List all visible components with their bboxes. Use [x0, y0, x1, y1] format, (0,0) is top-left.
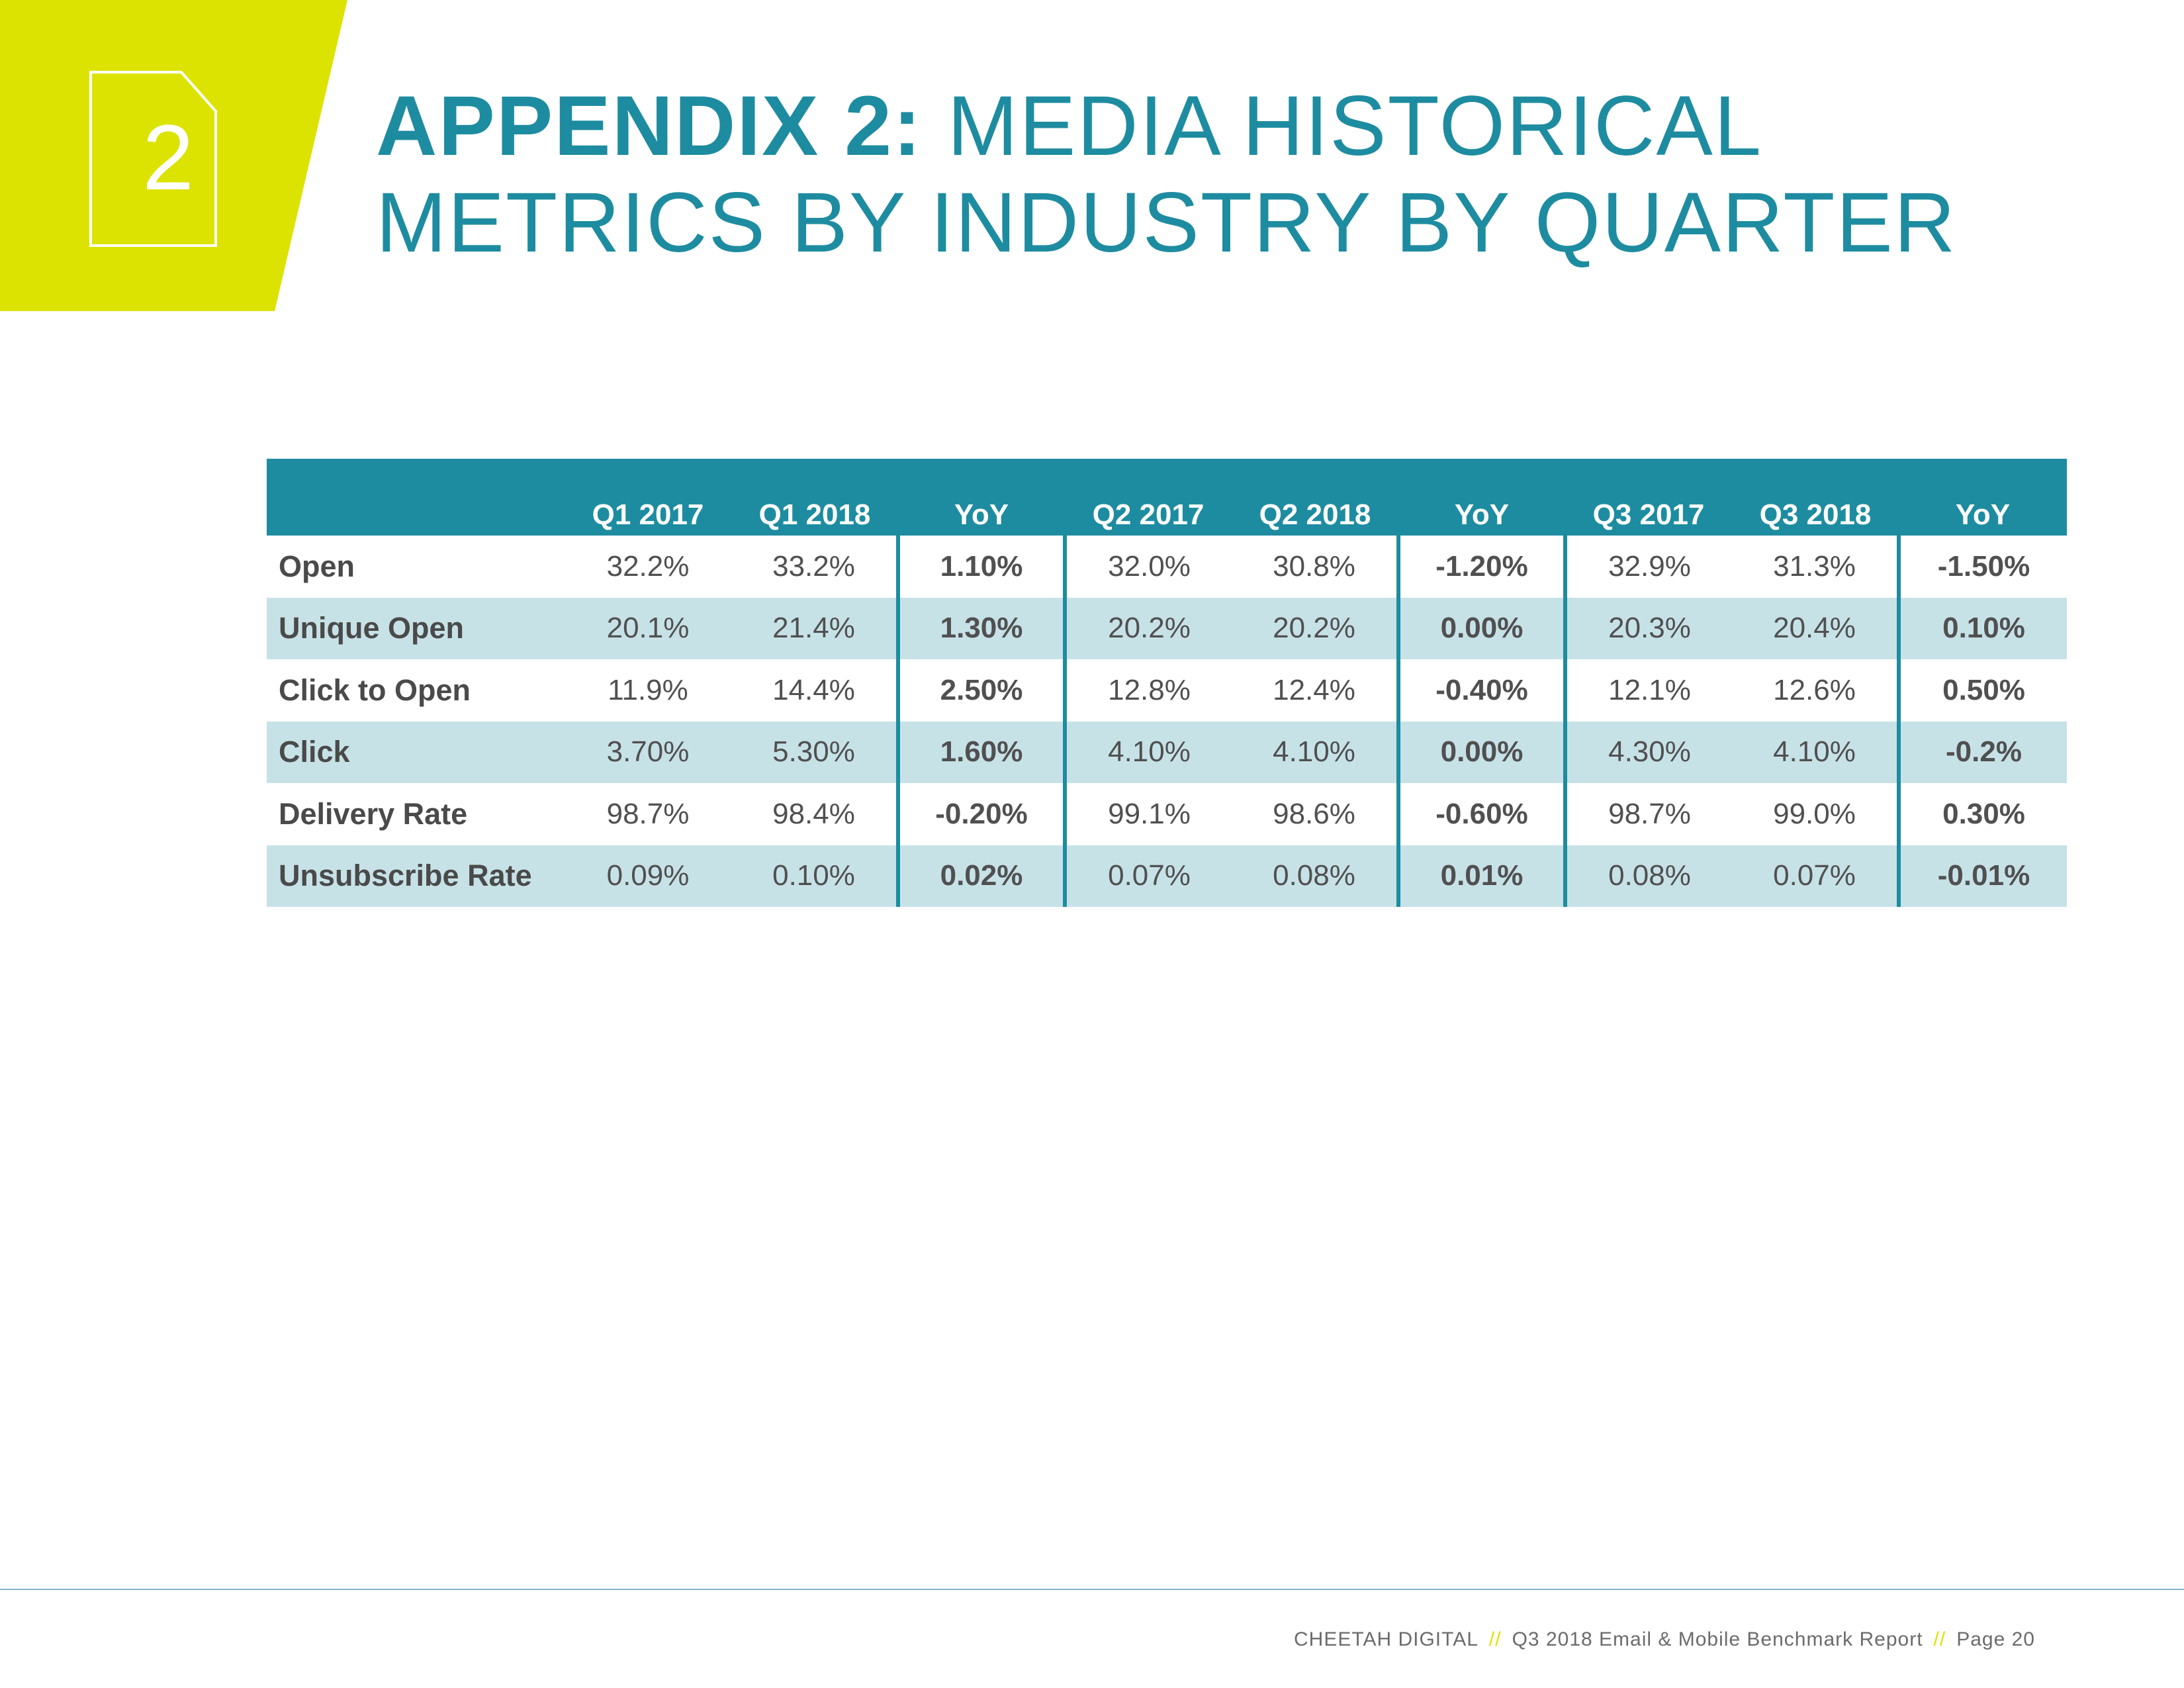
table-row: Unique Open 20.1% 21.4% 1.30% 20.2% 20.2% 0.00…: [267, 597, 2067, 659]
value-cell: 20.3%: [1565, 597, 1732, 659]
section-badge: 2: [0, 0, 347, 311]
header-cell: Q1 2017: [565, 459, 731, 536]
footer-report-title: Q3 2018 Email & Mobile Benchmark Report: [1512, 1628, 1923, 1650]
value-cell: 4.30%: [1565, 721, 1732, 783]
page-title-line1: MEDIA HISTORICAL: [947, 79, 1762, 173]
header-cell: YoY: [898, 459, 1065, 536]
yoy-cell: -0.2%: [1897, 721, 2067, 783]
table-row: Delivery Rate 98.7% 98.4% -0.20% 99.1% 98.6% -…: [267, 783, 2067, 845]
yoy-cell: 0.02%: [896, 845, 1067, 907]
value-cell: 12.4%: [1273, 673, 1355, 706]
value-cell: 32.9%: [1608, 549, 1691, 583]
value-cell: 5.30%: [731, 721, 898, 783]
row-label: Unsubscribe Rate: [267, 845, 565, 907]
document-icon: 2: [89, 71, 217, 247]
value-cell: 33.2%: [772, 549, 855, 583]
value-cell: 12.6%: [1773, 673, 1856, 706]
value-cell: 0.08%: [1565, 845, 1732, 907]
value-cell: 4.10%: [1732, 721, 1899, 783]
yoy-cell: 0.00%: [1396, 597, 1567, 659]
header-cell: YoY: [1398, 459, 1565, 536]
table-header-row: Q1 2017 Q1 2018 YoY Q2 2017 Q2 2018 YoY …: [267, 459, 2067, 536]
yoy-cell: 1.30%: [896, 597, 1067, 659]
yoy-cell: 1.10%: [896, 536, 1067, 598]
value-cell: 4.10%: [1065, 721, 1232, 783]
value-cell: 12.1%: [1608, 673, 1691, 706]
page-title-line2: METRICS BY INDUSTRY BY QUARTER: [376, 175, 1957, 270]
yoy-cell: -0.20%: [896, 783, 1067, 845]
footer-brand: CHEETAH DIGITAL: [1294, 1628, 1479, 1650]
footer-separator: //: [1488, 1628, 1502, 1650]
value-cell: 32.2%: [606, 549, 690, 583]
value-cell: 20.1%: [565, 597, 731, 659]
yoy-cell: -1.20%: [1396, 536, 1567, 598]
page-title: APPENDIX 2: MEDIA HISTORICAL METRICS BY …: [376, 78, 1956, 271]
header-cell: Q3 2018: [1732, 459, 1899, 536]
table-row: Click 3.70% 5.30% 1.60% 4.10% 4.10% 0.00% 4.30%…: [267, 721, 2067, 783]
header-cell: Q1 2018: [731, 459, 898, 536]
value-cell: 31.3%: [1773, 549, 1856, 583]
header-cell: Q2 2017: [1065, 459, 1232, 536]
header-cell: Q3 2017: [1565, 459, 1732, 536]
value-cell: 98.4%: [772, 797, 855, 830]
yoy-cell: 0.01%: [1396, 845, 1567, 907]
yoy-cell: 0.00%: [1396, 721, 1567, 783]
value-cell: 30.8%: [1273, 549, 1355, 583]
value-cell: 98.7%: [606, 797, 690, 830]
yoy-cell: -1.50%: [1897, 536, 2067, 598]
row-label: Click: [267, 721, 565, 783]
yoy-cell: 1.60%: [896, 721, 1067, 783]
yoy-cell: 0.50%: [1897, 659, 2067, 722]
footer-divider: [0, 1589, 2184, 1590]
value-cell: 0.10%: [731, 845, 898, 907]
yoy-cell: 0.30%: [1897, 783, 2067, 845]
header-cell: YoY: [1899, 459, 2067, 536]
header-cell: [267, 459, 565, 536]
yoy-cell: 2.50%: [896, 659, 1067, 722]
yoy-cell: -0.40%: [1396, 659, 1567, 722]
value-cell: 0.08%: [1232, 845, 1398, 907]
footer-separator: //: [1933, 1628, 1946, 1650]
value-cell: 12.8%: [1108, 673, 1191, 706]
row-label: Click to Open: [279, 673, 471, 707]
value-cell: 32.0%: [1108, 549, 1191, 583]
value-cell: 99.0%: [1773, 797, 1856, 830]
value-cell: 0.07%: [1732, 845, 1899, 907]
value-cell: 14.4%: [772, 673, 855, 706]
yoy-cell: 0.10%: [1897, 597, 2067, 659]
metrics-table: Q1 2017 Q1 2018 YoY Q2 2017 Q2 2018 YoY …: [267, 459, 2067, 907]
table-row: Click to Open 11.9% 14.4% 2.50% 12.8% 12.4% -0…: [267, 659, 2067, 722]
row-label: Unique Open: [267, 597, 565, 659]
value-cell: 0.09%: [565, 845, 731, 907]
table-row: Open 32.2% 33.2% 1.10% 32.0% 30.8% -1.20% 32.9%…: [267, 536, 2067, 598]
table-body: Open 32.2% 33.2% 1.10% 32.0% 30.8% -1.20% 32.9%…: [267, 536, 2067, 907]
yoy-cell: -0.60%: [1396, 783, 1567, 845]
page-footer: CHEETAH DIGITAL // Q3 2018 Email & Mobile …: [1294, 1628, 2035, 1651]
table-row: Unsubscribe Rate 0.09% 0.10% 0.02% 0.07% 0.08…: [267, 845, 2067, 907]
value-cell: 0.07%: [1065, 845, 1232, 907]
value-cell: 3.70%: [565, 721, 731, 783]
value-cell: 11.9%: [608, 673, 688, 706]
value-cell: 99.1%: [1108, 797, 1191, 830]
footer-page-number: Page 20: [1956, 1628, 2035, 1650]
header-cell: Q2 2018: [1232, 459, 1398, 536]
row-label: Open: [279, 549, 355, 583]
value-cell: 98.6%: [1273, 797, 1355, 830]
section-number: 2: [142, 105, 194, 209]
yoy-cell: -0.01%: [1897, 845, 2067, 907]
row-label: Delivery Rate: [279, 796, 468, 831]
page-title-bold: APPENDIX 2:: [376, 79, 923, 173]
value-cell: 21.4%: [731, 597, 898, 659]
value-cell: 4.10%: [1232, 721, 1398, 783]
value-cell: 98.7%: [1608, 797, 1691, 830]
value-cell: 20.4%: [1732, 597, 1899, 659]
value-cell: 20.2%: [1065, 597, 1232, 659]
value-cell: 20.2%: [1232, 597, 1398, 659]
